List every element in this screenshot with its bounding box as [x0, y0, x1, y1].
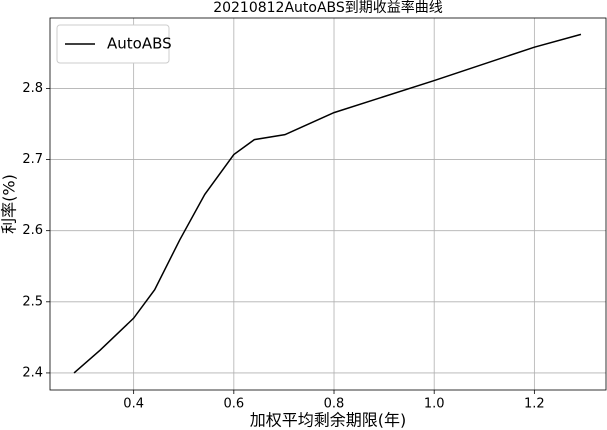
x-tick-label: 0.4: [123, 397, 144, 412]
y-tick-label: 2.5: [22, 294, 43, 309]
x-tick-label: 1.0: [424, 397, 445, 412]
x-tick-label: 0.6: [223, 397, 244, 412]
y-tick-label: 2.7: [22, 152, 43, 167]
x-tick-label: 0.8: [324, 397, 345, 412]
y-tick-label: 2.4: [22, 365, 43, 380]
y-tick-label: 2.8: [22, 81, 43, 96]
y-tick-label: 2.6: [22, 223, 43, 238]
y-axis-label: 利率(%): [0, 174, 19, 234]
legend-box: [56, 24, 170, 64]
legend-label: AutoABS: [107, 35, 172, 53]
chart-title: 20210812AutoABS到期收益率曲线: [213, 0, 443, 16]
x-tick-label: 1.2: [524, 397, 545, 412]
line-series: [73, 33, 582, 374]
x-axis-label: 加权平均剩余期限(年): [250, 411, 407, 430]
plot-frame: [49, 17, 607, 391]
